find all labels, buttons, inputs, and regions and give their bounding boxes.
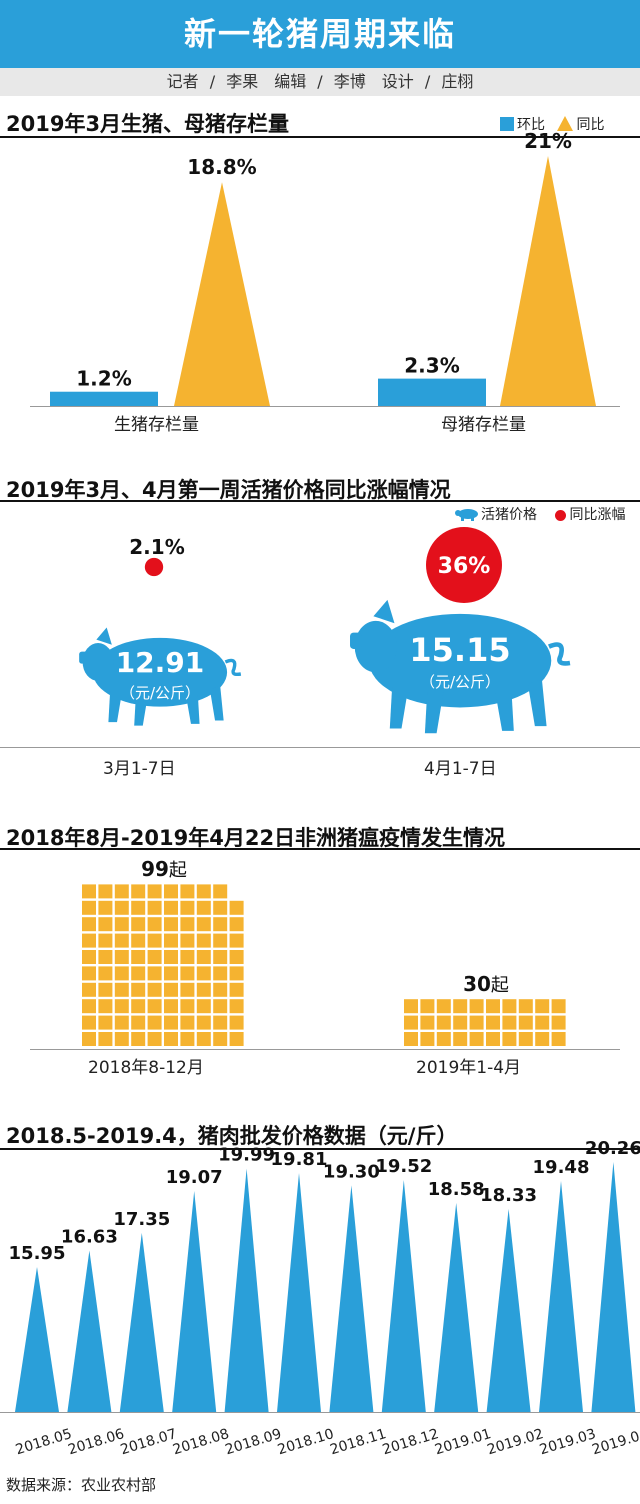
yoy-label-1: 36% (438, 554, 491, 579)
yoy-dot-1 (426, 527, 502, 603)
price-spike-10 (539, 1181, 583, 1412)
legend-triangle-icon (557, 116, 574, 131)
month-label-8: 2019.01 (433, 1426, 493, 1458)
pig-unit-0: （元/公斤） (120, 684, 200, 702)
chart1-yoy-label-0: 18.8% (187, 155, 256, 179)
month-label-9: 2019.02 (485, 1426, 545, 1458)
month-label-11: 2019.04 (590, 1426, 640, 1458)
credits-line: 记者 / 李果 编辑 / 李博 设计 / 庄栩 (0, 68, 640, 96)
outbreak-label-0: 99起 (141, 857, 187, 881)
month-label-6: 2018.11 (328, 1426, 388, 1458)
pig-1-icon (350, 599, 571, 734)
price-spike-5 (277, 1172, 321, 1412)
chart1-yoy-label-1: 21% (524, 129, 572, 153)
chart1-mom-label-0: 1.2% (76, 367, 131, 391)
pig-price-1: 15.15 (409, 631, 510, 669)
chart3-baseline (30, 1049, 620, 1050)
price-label-8: 18.58 (428, 1179, 485, 1200)
legend-price-label: 活猪价格 (481, 507, 537, 523)
chart1-rule (0, 136, 640, 138)
chart1-mom-bar-1 (378, 378, 486, 406)
month-label-1: 2018.06 (66, 1426, 126, 1458)
chart1-mom-bar-0 (50, 391, 158, 406)
outbreak-grid-1 (404, 999, 566, 1046)
price-spike-0 (15, 1267, 59, 1412)
legend-mom-label: 环比 (517, 117, 545, 133)
legend-blue-swatch-icon (500, 117, 514, 131)
price-spike-1 (67, 1250, 112, 1412)
outbreak-grid-0 (82, 884, 244, 1046)
chart1-yoy-triangle-1 (500, 156, 596, 406)
price-label-1: 16.63 (61, 1226, 118, 1247)
price-label-3: 19.07 (166, 1167, 223, 1188)
price-spike-7 (381, 1180, 426, 1412)
chart1-cat-0: 生猪存栏量 (114, 415, 199, 435)
chart2-cat-1: 4月1-7日 (424, 759, 497, 779)
price-label-10: 19.48 (533, 1157, 590, 1178)
chart3-title: 2018年8月-2019年4月22日非洲猪瘟疫情发生情况 (6, 826, 506, 850)
chart1-legend: 环比 同比 (500, 114, 604, 134)
chart1-title: 2019年3月生猪、母猪存栏量 (6, 112, 290, 136)
chart2-title: 2019年3月、4月第一周活猪价格同比涨幅情况 (6, 478, 451, 502)
page-title: 新一轮猪周期来临 (0, 0, 640, 68)
chart1-mom-label-1: 2.3% (404, 354, 459, 378)
price-label-5: 19.81 (271, 1149, 328, 1170)
pig-legend-icon (455, 509, 478, 521)
chart2-baseline (0, 747, 640, 748)
legend-red-dot-icon (555, 510, 567, 521)
price-spike-11 (591, 1162, 636, 1412)
price-label-0: 15.95 (9, 1243, 66, 1264)
chart2-rule (0, 500, 640, 502)
chart3-rule (0, 848, 640, 850)
price-spike-2 (119, 1232, 164, 1412)
outbreak-label-1: 30起 (463, 972, 509, 996)
price-spike-9 (486, 1209, 531, 1412)
yoy-dot-0 (144, 557, 164, 577)
price-spike-8 (434, 1202, 479, 1412)
legend-yoy-label: 同比 (576, 117, 605, 133)
chart2-legend: 活猪价格 同比涨幅 (455, 504, 625, 524)
month-label-3: 2018.08 (171, 1426, 231, 1458)
price-label-9: 18.33 (480, 1185, 537, 1206)
price-spike-3 (172, 1190, 217, 1412)
chart3-cat-1: 2019年1-4月 (416, 1058, 522, 1078)
yoy-label-0: 2.1% (129, 535, 184, 559)
month-label-7: 2018.12 (381, 1426, 441, 1458)
pig-unit-1: （元/公斤） (420, 673, 500, 691)
chart2-cat-0: 3月1-7日 (103, 759, 176, 779)
chart4-title: 2018.5-2019.4，猪肉批发价格数据（元/斤） (6, 1124, 458, 1148)
data-source: 数据来源：农业农村部 (6, 1476, 157, 1494)
pig-price-0: 12.91 (116, 646, 205, 679)
chart4-baseline (0, 1412, 640, 1413)
price-label-7: 19.52 (375, 1156, 432, 1177)
month-label-0: 2018.05 (14, 1426, 74, 1458)
chart1-baseline (30, 406, 620, 407)
month-label-4: 2018.09 (223, 1426, 283, 1458)
price-spike-6 (329, 1185, 374, 1412)
chart3-cat-0: 2018年8-12月 (88, 1058, 204, 1078)
month-label-10: 2019.03 (538, 1426, 598, 1458)
chart1-yoy-triangle-0 (174, 182, 270, 406)
price-label-6: 19.30 (323, 1161, 380, 1182)
month-label-2: 2018.07 (119, 1426, 179, 1458)
price-spike-4 (224, 1168, 269, 1412)
chart1-cat-1: 母猪存栏量 (441, 415, 526, 435)
price-label-2: 17.35 (113, 1209, 170, 1230)
chart4-rule (0, 1148, 640, 1150)
legend-rise-label: 同比涨幅 (569, 507, 626, 523)
month-label-5: 2018.10 (276, 1426, 336, 1458)
